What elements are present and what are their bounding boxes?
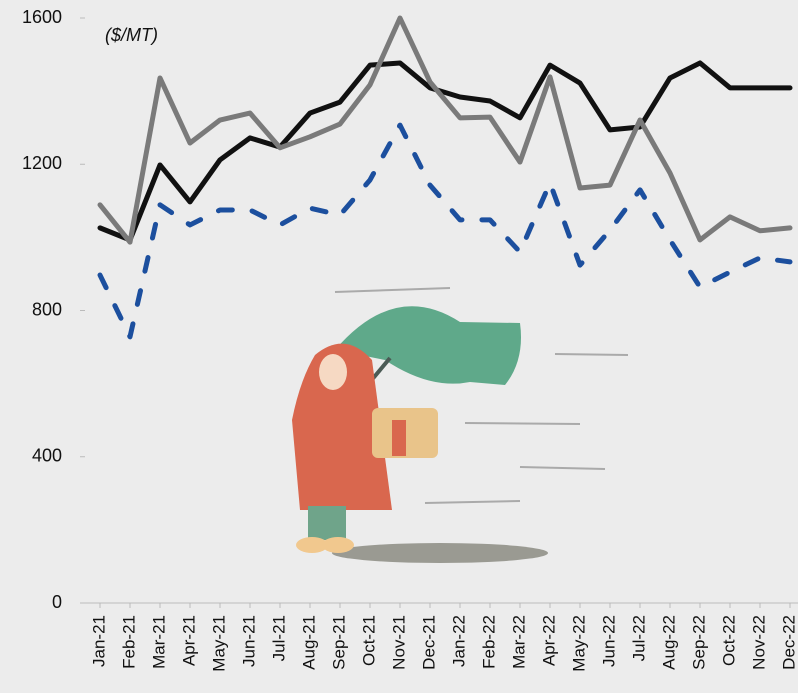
x-tick-label: Jun-21 [239,615,258,667]
x-tick-label: May-21 [209,615,228,672]
x-tick-label: Mar-22 [509,615,528,669]
x-tick-label: Sep-22 [689,615,708,670]
x-tick-label: Jul-22 [629,615,648,661]
unit-note: ($/MT) [105,25,158,45]
series-line [97,15,793,245]
x-tick-label: Apr-22 [539,615,558,666]
series-line [97,122,793,340]
y-tick-label: 400 [32,446,62,466]
x-tick-label: Feb-21 [119,615,138,669]
x-tick-label: Aug-21 [299,615,318,670]
x-tick-label: Oct-22 [719,615,738,666]
y-tick-label: 800 [32,299,62,319]
illustration [292,287,629,563]
x-tick-label: Jan-21 [89,615,108,667]
series-line [97,60,793,243]
x-tick-label: Mar-21 [149,615,168,669]
x-tick-label: Jan-22 [449,615,468,667]
x-tick-label: May-22 [569,615,588,672]
x-tick-label: Sep-21 [329,615,348,670]
y-tick-label: 0 [52,592,62,612]
y-tick-label: 1200 [22,153,62,173]
x-tick-label: Dec-21 [419,615,438,670]
x-tick-label: Aug-22 [659,615,678,670]
x-tick-label: Dec-22 [779,615,798,670]
x-tick-label: Jul-21 [269,615,288,661]
x-tick-label: Oct-21 [359,615,378,666]
x-tick-label: Feb-22 [479,615,498,669]
x-tick-label: Nov-22 [749,615,768,670]
y-tick-label: 1600 [22,7,62,27]
x-tick-label: Jun-22 [599,615,618,667]
x-tick-label: Nov-21 [389,615,408,670]
x-tick-label: Apr-21 [179,615,198,666]
